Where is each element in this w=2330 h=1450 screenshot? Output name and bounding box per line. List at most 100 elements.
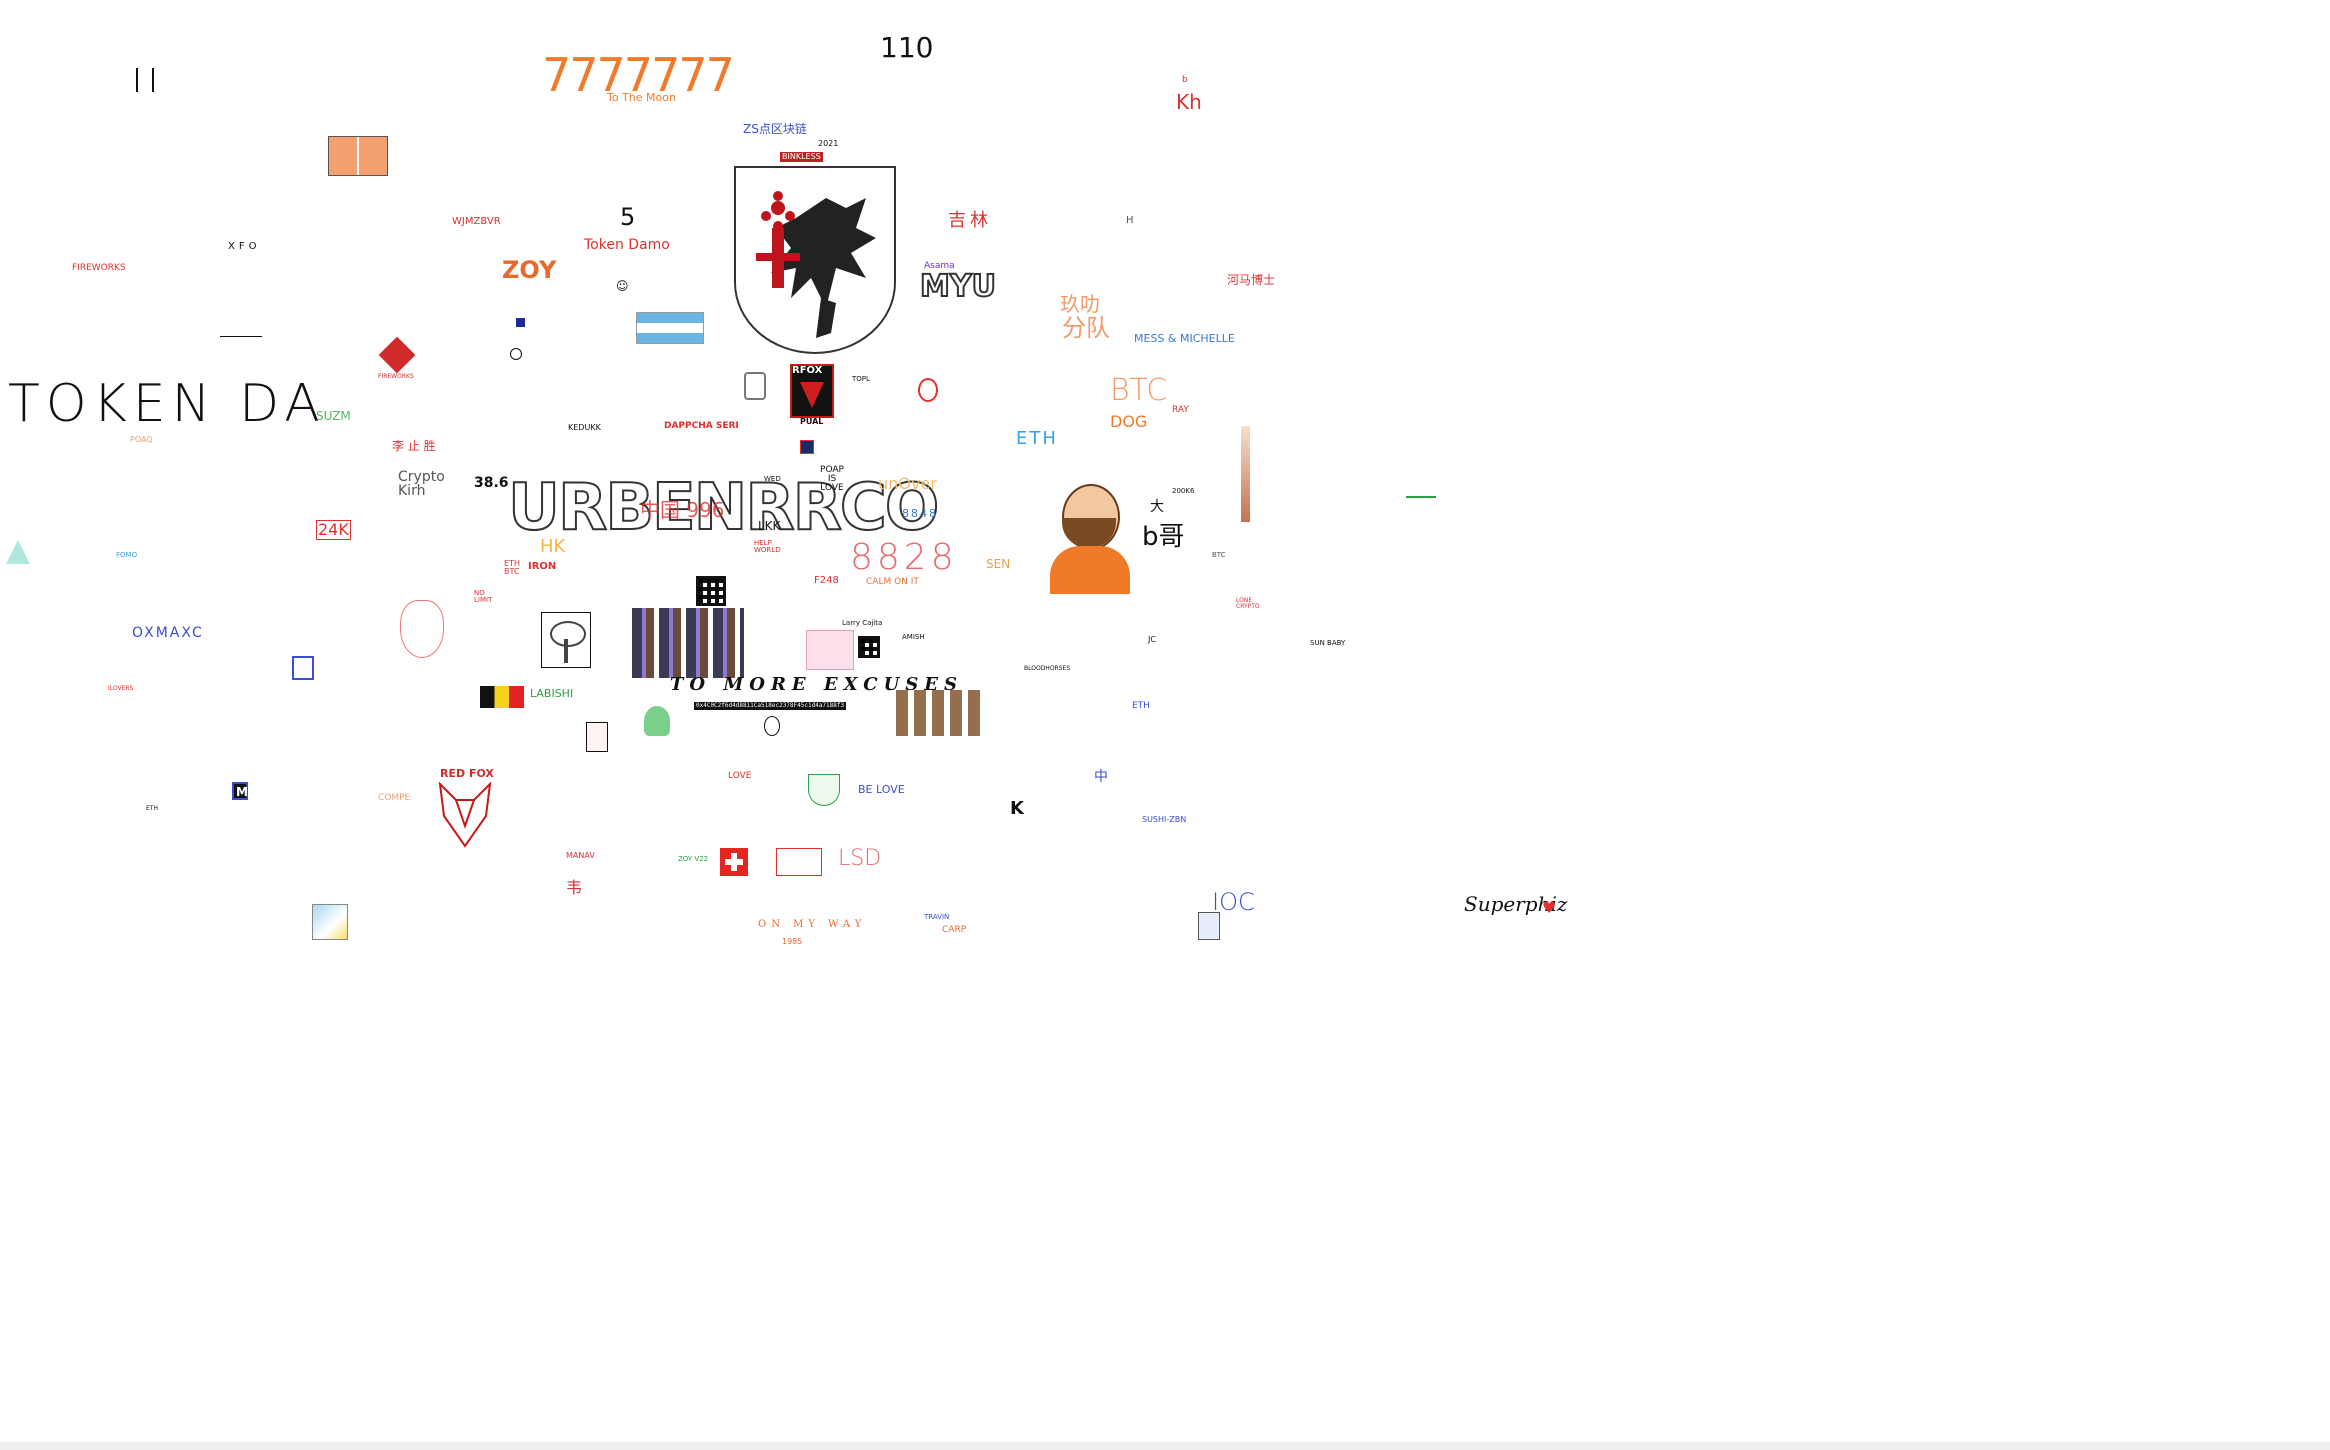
h-char-text: H [1126, 215, 1134, 226]
swiss-flag-icon [720, 848, 748, 876]
la-bishi-text: LABISHI [530, 687, 574, 700]
num-886-text: 38.6 [474, 475, 509, 491]
be-love-text: BE LOVE [858, 783, 905, 796]
pixel-people-grid [632, 608, 744, 678]
rfox-logo-icon [790, 364, 834, 418]
eth-tiny-text: ETH [146, 805, 158, 812]
pixel-monkeys-group [896, 690, 980, 736]
ioc-text: IOC [1212, 888, 1255, 916]
b-small-text: b [1182, 75, 1188, 85]
flag-belgium-icon [480, 686, 524, 708]
poap-love-text: POAP IS LOVE [820, 465, 844, 493]
bottom-bar [0, 1442, 2330, 1450]
gradient-bar [1241, 426, 1250, 522]
jc-text: JC [1148, 635, 1156, 644]
fox-icon [438, 782, 492, 848]
qr-code-icon [696, 576, 726, 606]
jilin-text: 吉林 [948, 210, 992, 231]
kedukk-text: KEDUKK [568, 423, 601, 432]
200k6-text: 200K6 [1172, 487, 1195, 495]
lkk-text: LKK [758, 519, 781, 533]
sun-image-icon [312, 904, 348, 940]
zoy-text: ZOY [502, 256, 557, 284]
btc-big-text: BTC [1110, 373, 1168, 408]
manav-text: MANAV [566, 851, 595, 860]
k-jet-text: K [1010, 798, 1024, 819]
no-limit-text: NO LIMIT [474, 589, 493, 604]
token-damo-text: Token Damo [584, 237, 670, 253]
1985-text: 1985 [782, 937, 803, 946]
iron-text: IRON [528, 561, 557, 572]
bee-icon [800, 440, 814, 454]
help-world-text: HELP WORLD [754, 539, 781, 554]
smile-emoji-icon: ☺ [616, 279, 629, 293]
divider-line [220, 336, 262, 337]
calm-text: CALM ON IT [866, 577, 919, 587]
fireworks-small-text: FIREWORKS [378, 373, 414, 380]
five-text: 5 [620, 203, 636, 231]
24k-text: 24K [316, 520, 351, 540]
asama-text: Asama [924, 261, 955, 271]
amish-text: AMISH [902, 633, 925, 641]
8828-text: 8828 [850, 537, 958, 578]
n-glyph [292, 656, 314, 680]
fuyu-text: 玖叻 [1060, 292, 1100, 316]
urbenrrco-text: URBENRRCO [507, 471, 940, 545]
btc-small-text: BTC [1212, 551, 1226, 559]
strawberry-card [586, 722, 608, 752]
mess-michelle-text: MESS & MICHELLE [1134, 332, 1235, 345]
red-heart-symbol [918, 378, 938, 402]
chain-text: ZS点区块链 [743, 122, 807, 136]
larry-text: Larry Cajita [842, 619, 883, 627]
ilovers-text: ILOVERS [108, 685, 134, 692]
binkless-text: BINKLESS [780, 152, 823, 162]
f248-text: F248 [814, 575, 839, 586]
fomo-text: FOMO [116, 551, 138, 559]
dui-text: 分队 [1062, 314, 1110, 342]
crest-art [756, 191, 876, 338]
qr-code-icon-2 [858, 636, 880, 658]
compass-icon [510, 348, 522, 360]
fireworks-top-text: FIREWORKS [72, 263, 126, 273]
eth-big-text: ETH [1016, 428, 1058, 449]
wjmzbvr-text: WJMZBVR [452, 216, 501, 227]
superphiz-text: Superphiz [1464, 892, 1568, 916]
zero-badge-icon [744, 372, 766, 400]
pixel-figure-red-face [400, 600, 444, 658]
travin-text: TRAVIN [924, 913, 950, 921]
pual-text: PUAL [800, 417, 824, 426]
on-my-way-text: ON MY WAY [758, 919, 867, 930]
b-ge-text: b哥 [1142, 522, 1185, 552]
lsd-text: LSD [838, 846, 882, 871]
hash-text: 0x4C0C2f6d4d8811Ca518ec2378F45c1d4a7188f… [694, 702, 847, 710]
love-text: LOVE [728, 771, 752, 781]
dappcha-text: DAPPCHA SERI [664, 421, 739, 431]
red-fox-text: RED FOX [440, 767, 494, 780]
lone-crypto-text: LONE CRYPTO [1236, 597, 1260, 610]
poaq-text: POAQ [130, 435, 153, 444]
red-outline-box [776, 848, 822, 876]
heart-icon: ♥ [1542, 898, 1557, 917]
fox-head-pair-icon [328, 136, 388, 176]
suzm-text: SUZM [316, 409, 351, 423]
avatar-bearded-man-icon [1040, 484, 1136, 594]
pink-badge-icon [806, 630, 854, 670]
sevens-text: 7777777 [542, 48, 735, 102]
zhong-text: 中 [1094, 769, 1108, 785]
hk-text: HK [540, 536, 566, 557]
doc-icon [1198, 912, 1220, 940]
anon-mask-figure [764, 716, 780, 736]
rfox-text: RFOX [792, 365, 823, 376]
sun-baby-text: SUN BABY [1310, 639, 1346, 647]
oxmaxc-text: OXMAXC [132, 625, 204, 641]
eleven-text: 110 [880, 31, 934, 64]
carp-text: CARP [942, 925, 967, 935]
eth-btc-text: ETH BTC [504, 559, 520, 576]
year-2021-text: 2021 [818, 139, 839, 148]
blue-square-icon [516, 318, 525, 327]
sushi-text: SUSHI-ZBN [1142, 815, 1187, 824]
plant-figure [1406, 472, 1436, 498]
token-da-text: TOKEN DA [8, 374, 326, 434]
dog-text: DOG [1110, 412, 1148, 431]
topl-text: TOPL [852, 375, 870, 383]
